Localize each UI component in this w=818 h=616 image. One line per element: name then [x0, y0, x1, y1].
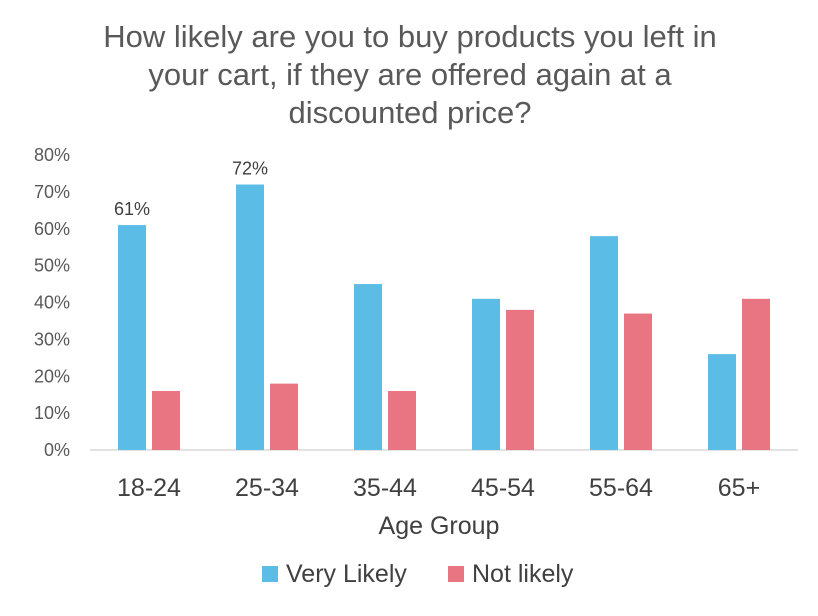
x-tick-label: 35-44 [353, 474, 417, 502]
data-label: 61% [114, 199, 150, 219]
y-tick-label: 40% [34, 293, 70, 313]
x-tick-label: 55-64 [589, 474, 653, 502]
data-label: 72% [232, 159, 268, 179]
legend-label: Not likely [472, 560, 574, 588]
bar-not-likely [506, 309, 534, 450]
y-tick-label: 80% [34, 145, 70, 165]
legend-swatch [262, 566, 278, 582]
bar-very-likely [708, 354, 736, 450]
bar-not-likely [152, 391, 180, 450]
y-tick-label: 50% [34, 256, 70, 276]
bar-not-likely [624, 313, 652, 450]
y-tick-label: 10% [34, 403, 70, 423]
bar-very-likely [236, 184, 264, 450]
bar-very-likely [472, 298, 500, 450]
legend-swatch [448, 566, 464, 582]
bar-not-likely [270, 383, 298, 450]
chart-title-line-3: discounted price? [288, 95, 532, 130]
legend-label: Very Likely [286, 560, 407, 588]
bar-very-likely [590, 236, 618, 450]
y-tick-label: 20% [34, 366, 70, 386]
x-tick-label: 65+ [718, 474, 760, 502]
y-tick-label: 60% [34, 219, 70, 239]
chart-title: How likely are you to buy products you l… [60, 18, 760, 132]
bar-not-likely [742, 298, 770, 450]
y-tick-label: 30% [34, 329, 70, 349]
x-tick-label: 18-24 [117, 474, 181, 502]
x-axis-title: Age Group [379, 512, 500, 540]
y-tick-label: 0% [44, 440, 70, 460]
chart-title-line-1: How likely are you to buy products you l… [103, 19, 717, 54]
y-tick-label: 70% [34, 182, 70, 202]
x-tick-label: 45-54 [471, 474, 535, 502]
x-tick-label: 25-34 [235, 474, 299, 502]
bar-very-likely [118, 225, 146, 450]
chart-title-line-2: your cart, if they are offered again at … [148, 57, 672, 92]
bar-very-likely [354, 284, 382, 450]
bar-not-likely [388, 391, 416, 450]
